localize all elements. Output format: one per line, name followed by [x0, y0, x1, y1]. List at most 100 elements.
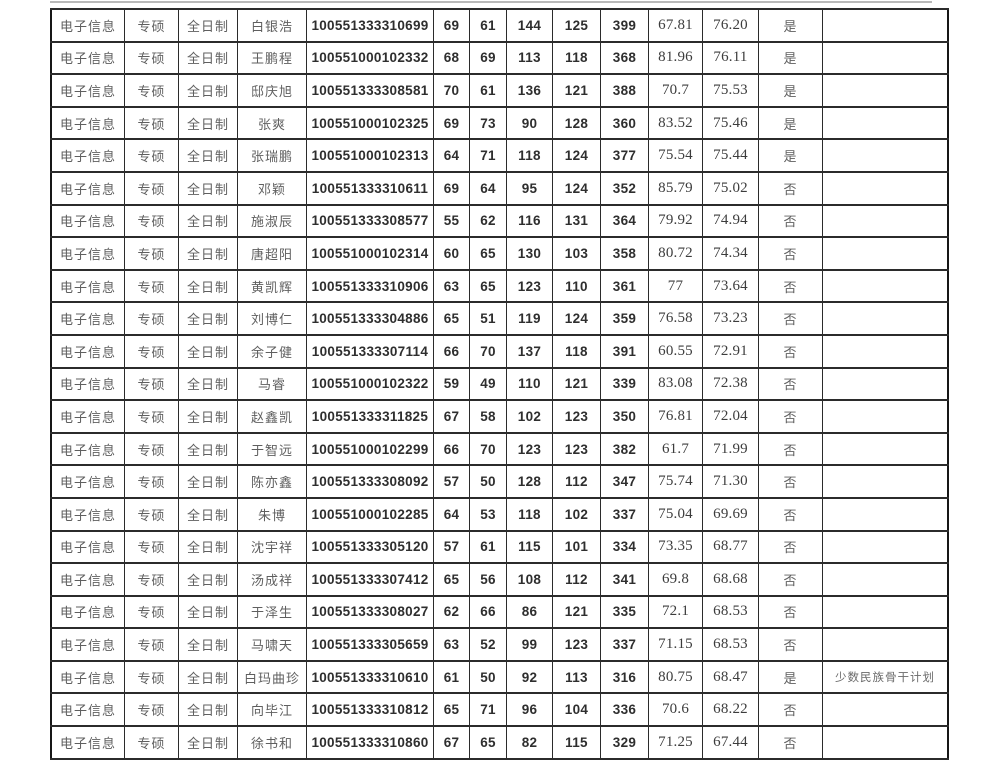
cell-subject2-score: 112	[552, 562, 601, 597]
cell-politics-score: 68	[433, 40, 470, 76]
cell-politics-score: 57	[433, 529, 470, 565]
cell-candidate-id: 100551333305659	[306, 627, 434, 662]
cell-remarks	[822, 399, 949, 434]
cell-subject2-score: 125	[552, 8, 601, 43]
cell-foreign-language-score: 65	[469, 236, 507, 271]
cell-name: 王鹏程	[237, 40, 307, 76]
cell-major: 电子信息	[50, 105, 125, 141]
cell-subject1-score: 144	[506, 8, 553, 43]
cell-candidate-id: 100551000102313	[306, 138, 434, 173]
cell-final-score: 71.30	[702, 464, 759, 499]
cell-degree-type: 专硕	[124, 73, 179, 108]
cell-name: 马睿	[237, 366, 307, 402]
cell-remarks	[822, 529, 949, 565]
cell-name: 张爽	[237, 105, 307, 141]
cell-foreign-language-score: 49	[469, 366, 507, 402]
cell-name: 邓颖	[237, 170, 307, 206]
cell-major: 电子信息	[50, 431, 125, 467]
cell-name: 黄凯辉	[237, 268, 307, 304]
cell-initial-total: 358	[600, 236, 649, 271]
cell-degree-type: 专硕	[124, 236, 179, 271]
cell-study-mode: 全日制	[178, 366, 238, 402]
cell-final-score: 68.47	[702, 659, 759, 695]
cell-candidate-id: 100551000102314	[306, 236, 434, 271]
cell-degree-type: 专硕	[124, 268, 179, 304]
cell-candidate-id: 100551000102299	[306, 431, 434, 467]
cell-degree-type: 专硕	[124, 496, 179, 532]
cell-final-score: 68.68	[702, 562, 759, 597]
cell-candidate-id: 100551333310906	[306, 268, 434, 304]
cell-foreign-language-score: 65	[469, 725, 507, 760]
cell-subject2-score: 121	[552, 594, 601, 630]
table-row: 电子信息 专硕 全日制 徐书和 100551333310860 67 65 82 115 329 7…	[50, 725, 949, 760]
cell-subject1-score: 115	[506, 529, 553, 565]
cell-remarks	[822, 40, 949, 76]
cell-final-score: 73.64	[702, 268, 759, 304]
cell-final-score: 72.04	[702, 399, 759, 434]
cell-subject1-score: 95	[506, 170, 553, 206]
cell-major: 电子信息	[50, 366, 125, 402]
cell-admitted: 是	[758, 659, 823, 695]
cell-subject2-score: 118	[552, 333, 601, 369]
cell-initial-total: 399	[600, 8, 649, 43]
cell-study-mode: 全日制	[178, 725, 238, 760]
cell-initial-total: 339	[600, 366, 649, 402]
cell-final-score: 69.69	[702, 496, 759, 532]
cell-subject1-score: 102	[506, 399, 553, 434]
cell-initial-total: 337	[600, 496, 649, 532]
cell-degree-type: 专硕	[124, 105, 179, 141]
cell-politics-score: 57	[433, 464, 470, 499]
cell-admitted: 否	[758, 170, 823, 206]
cell-foreign-language-score: 71	[469, 138, 507, 173]
cell-remarks	[822, 236, 949, 271]
cell-major: 电子信息	[50, 268, 125, 304]
cell-final-score: 74.94	[702, 203, 759, 239]
cell-admitted: 是	[758, 8, 823, 43]
cell-subject1-score: 123	[506, 268, 553, 304]
cell-final-score: 67.44	[702, 725, 759, 760]
cell-final-score: 68.77	[702, 529, 759, 565]
cell-admitted: 是	[758, 138, 823, 173]
cell-major: 电子信息	[50, 40, 125, 76]
table-row: 电子信息 专硕 全日制 黄凯辉 100551333310906 63 65 123 110 361…	[50, 268, 949, 304]
cell-final-score: 71.99	[702, 431, 759, 467]
cell-study-mode: 全日制	[178, 659, 238, 695]
cell-major: 电子信息	[50, 333, 125, 369]
table-row: 电子信息 专硕 全日制 汤成祥 100551333307412 65 56 108 112 341…	[50, 562, 949, 597]
cell-subject2-score: 110	[552, 268, 601, 304]
cell-remarks	[822, 203, 949, 239]
cell-study-mode: 全日制	[178, 692, 238, 728]
cell-study-mode: 全日制	[178, 301, 238, 336]
cell-degree-type: 专硕	[124, 562, 179, 597]
cell-foreign-language-score: 64	[469, 170, 507, 206]
cell-candidate-id: 100551333310812	[306, 692, 434, 728]
cell-retest-score: 72.1	[648, 594, 703, 630]
cell-study-mode: 全日制	[178, 40, 238, 76]
cell-name: 陈亦鑫	[237, 464, 307, 499]
cell-remarks	[822, 431, 949, 467]
cell-study-mode: 全日制	[178, 464, 238, 499]
cell-degree-type: 专硕	[124, 301, 179, 336]
cell-admitted: 否	[758, 301, 823, 336]
cell-degree-type: 专硕	[124, 170, 179, 206]
cell-admitted: 否	[758, 464, 823, 499]
table-row: 电子信息 专硕 全日制 邸庆旭 100551333308581 70 61 136 121 388…	[50, 73, 949, 108]
cell-admitted: 否	[758, 562, 823, 597]
table-row: 电子信息 专硕 全日制 邓颖 100551333310611 69 64 95 124 352 85…	[50, 170, 949, 206]
cell-major: 电子信息	[50, 170, 125, 206]
cell-politics-score: 65	[433, 692, 470, 728]
cell-subject1-score: 82	[506, 725, 553, 760]
cell-name: 于智远	[237, 431, 307, 467]
table-container: 电子信息 专硕 全日制 白银浩 100551333310699 69 61 144 125 399…	[50, 8, 949, 760]
cell-candidate-id: 100551333308027	[306, 594, 434, 630]
cell-subject2-score: 113	[552, 659, 601, 695]
cell-retest-score: 80.72	[648, 236, 703, 271]
cell-name: 余子健	[237, 333, 307, 369]
cell-study-mode: 全日制	[178, 496, 238, 532]
cell-retest-score: 79.92	[648, 203, 703, 239]
cell-subject2-score: 103	[552, 236, 601, 271]
cell-major: 电子信息	[50, 464, 125, 499]
cell-retest-score: 70.6	[648, 692, 703, 728]
cell-retest-score: 76.81	[648, 399, 703, 434]
cell-subject1-score: 86	[506, 594, 553, 630]
